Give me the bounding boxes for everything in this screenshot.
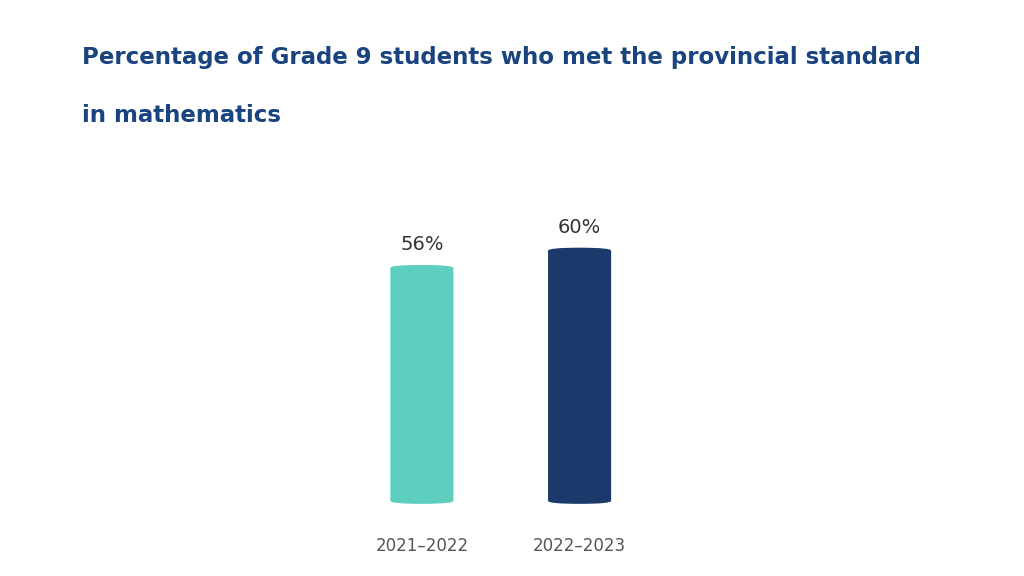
Text: 60%: 60% xyxy=(558,218,601,237)
Text: in mathematics: in mathematics xyxy=(82,104,281,127)
FancyBboxPatch shape xyxy=(548,248,611,504)
FancyBboxPatch shape xyxy=(390,265,454,504)
Text: Percentage of Grade 9 students who met the provincial standard: Percentage of Grade 9 students who met t… xyxy=(82,46,921,69)
Text: 2022–2023: 2022–2023 xyxy=(534,537,626,555)
Text: 56%: 56% xyxy=(400,235,443,254)
Text: 2021–2022: 2021–2022 xyxy=(376,537,468,555)
